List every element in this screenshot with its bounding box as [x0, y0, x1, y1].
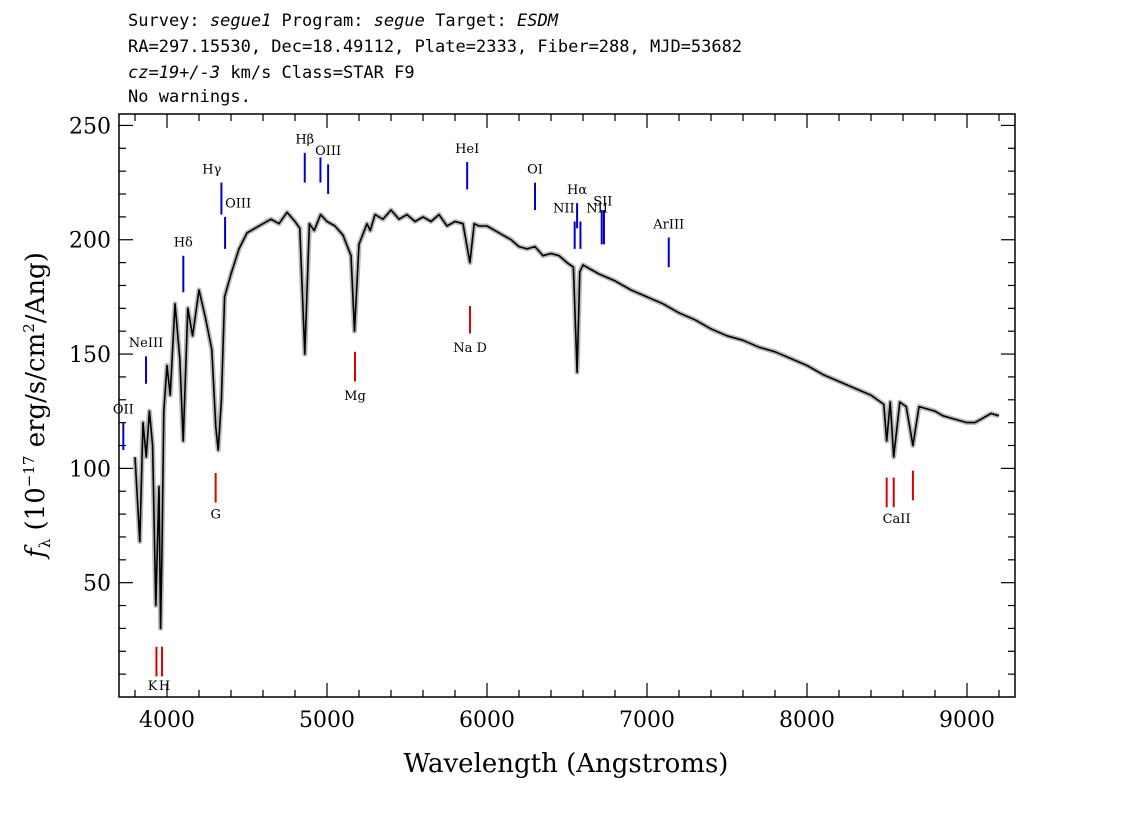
emission-line-label-3: Hγ — [202, 162, 221, 177]
emission-line-label-13: ArIII — [652, 217, 684, 232]
absorption-line-label-19: CaII — [883, 512, 911, 527]
x-axis-title: Wavelength (Angstroms) — [404, 749, 729, 779]
header-line-survey: Survey: segue1 Program: segue Target: ES… — [128, 11, 559, 31]
header-line-coordinates: RA=297.15530, Dec=18.49112, Plate=2333, … — [128, 37, 742, 57]
emission-line-label-11: NII — [586, 201, 608, 216]
header-block: Survey: segue1 Program: segue Target: ES… — [128, 11, 742, 107]
absorption-line-label-15: H — [159, 679, 170, 694]
emission-line-label-0: OII — [113, 403, 134, 418]
emission-line-label-7: HeI — [455, 142, 479, 157]
absorption-line-label-14: K — [148, 679, 158, 694]
emission-line-label-9: NII — [553, 201, 575, 216]
absorption-line-label-17: Mg — [344, 389, 366, 404]
y-tick-label: 50 — [83, 572, 111, 597]
absorption-line-label-16: G — [210, 508, 220, 523]
axis-ticks: 4000 5000 6000 7000 8000 9000 50 100 150 200 250 — [69, 113, 1016, 733]
emission-line-label-6: OIII — [315, 144, 341, 159]
target-value: ESDM — [517, 11, 559, 31]
x-tick-label: 5000 — [299, 708, 355, 733]
emission-line-label-8: OI — [527, 162, 543, 177]
emission-line-label-4: OIII — [225, 197, 251, 212]
y-tick-label: 100 — [69, 457, 111, 482]
plot-frame — [118, 113, 1016, 698]
emission-line-label-10: Hα — [567, 183, 587, 198]
emission-line-label-12: SII — [593, 194, 612, 209]
plot-area — [132, 207, 1000, 631]
redshift-value: cz=19+/-3 — [128, 63, 220, 83]
x-tick-label: 7000 — [619, 708, 675, 733]
y-tick-label: 200 — [69, 229, 111, 254]
y-axis-title: fλ (10−17 erg/s/cm2/Ang) — [20, 252, 54, 560]
x-tick-label: 4000 — [139, 708, 195, 733]
x-tick-label: 8000 — [779, 708, 835, 733]
y-tick-label: 250 — [69, 114, 111, 139]
x-tick-label: 9000 — [939, 708, 995, 733]
program-value: segue — [374, 11, 425, 31]
survey-value: segue1 — [210, 11, 271, 31]
spectrum-line — [134, 209, 1000, 630]
x-tick-label: 6000 — [459, 708, 515, 733]
header-line-redshift: cz=19+/-3 km/s Class=STAR F9 — [128, 63, 415, 83]
emission-line-label-1: NeIII — [129, 336, 163, 351]
emission-line-label-5: Hβ — [295, 133, 314, 148]
header-line-warnings: No warnings. — [128, 87, 251, 107]
absorption-line-label-18: Na D — [453, 341, 487, 356]
y-tick-label: 150 — [69, 343, 111, 368]
spectrum-error-band — [132, 207, 1000, 631]
emission-line-label-2: Hδ — [174, 236, 193, 251]
